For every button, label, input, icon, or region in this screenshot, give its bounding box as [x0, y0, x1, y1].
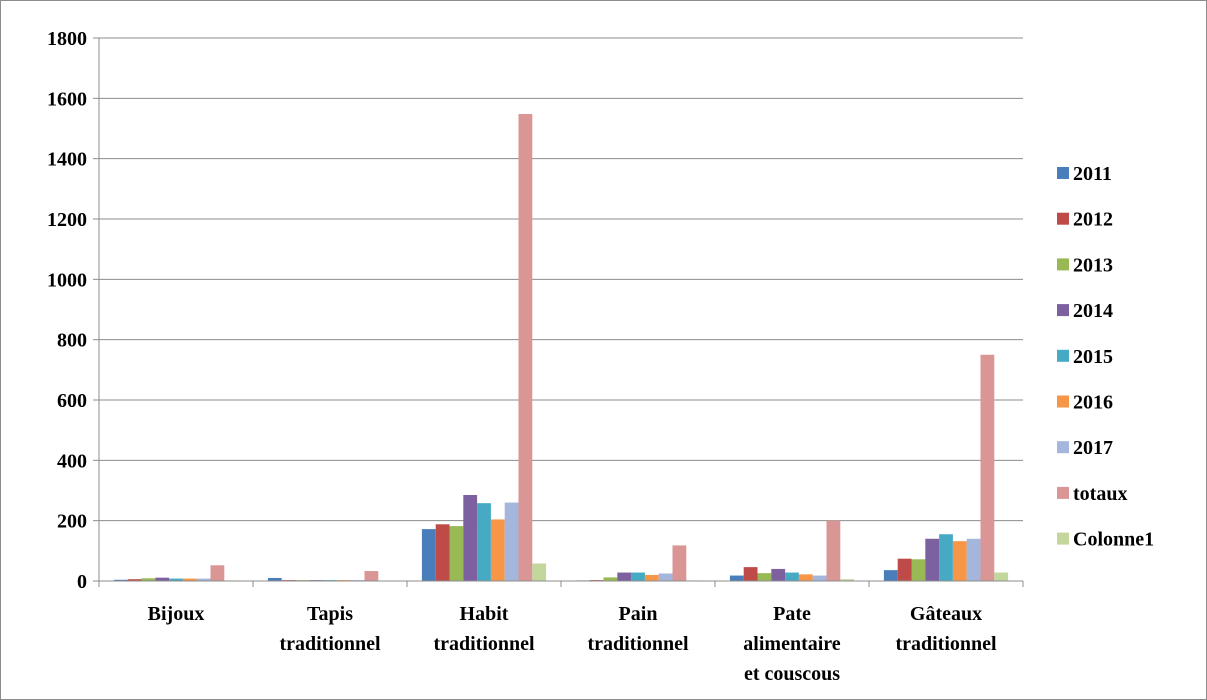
legend: 2011 2012 2013 2014 2015 2016 2017 totaux Colonn… [1057, 163, 1154, 551]
bar-totaux-2 [518, 114, 533, 582]
legend-label-colonne1: Colonne1 [1073, 529, 1154, 551]
bar-2014-0 [155, 577, 170, 581]
y-tick-label: 1800 [47, 28, 87, 50]
y-tick-label: 200 [57, 511, 87, 533]
legend-swatch-totaux [1057, 486, 1069, 499]
y-tick-label: 1200 [47, 209, 87, 231]
legend-swatch-2016 [1057, 395, 1069, 408]
y-tick-label: 1600 [47, 88, 87, 110]
bar-2017-2 [504, 502, 519, 581]
bar-2015-0 [169, 578, 183, 581]
bar-totaux-4 [826, 520, 841, 581]
legend-label-2015: 2015 [1073, 346, 1113, 368]
bar-2014-2 [463, 495, 478, 581]
bar-2011-0 [113, 579, 128, 581]
bar-2017-0 [196, 578, 211, 581]
y-tick-label: 600 [57, 390, 87, 412]
bar-2013-5 [911, 559, 926, 581]
bar-2013-2 [449, 526, 464, 581]
x-category-label: Pain traditionnel [587, 603, 689, 655]
bars [113, 114, 1009, 582]
legend-swatch-colonne1 [1057, 532, 1069, 545]
x-category-label: Tapis traditionnel [279, 603, 381, 655]
legend-label-2014: 2014 [1073, 300, 1113, 322]
legend-swatch-2011 [1057, 167, 1069, 179]
y-tick-label: 400 [57, 450, 87, 472]
bar-2011-4 [729, 575, 744, 581]
bar-2012-0 [127, 579, 142, 581]
x-category-labels: Bijoux Tapis traditionnel Habit traditionnel… [148, 603, 997, 685]
bar-2013-3 [603, 577, 618, 581]
bar-2014-3 [617, 572, 632, 581]
bar-totaux-1 [364, 571, 379, 581]
x-category-label: Bijoux [148, 603, 205, 625]
legend-swatch-2014 [1057, 304, 1069, 317]
y-tick-label: 1400 [47, 149, 87, 171]
bar-2017-5 [966, 538, 981, 581]
bar-colonne1-2 [532, 563, 547, 581]
bar-2017-3 [658, 573, 673, 581]
bar-2013-4 [757, 573, 772, 581]
y-tick-labels: 0 200 400 600 800 1000 1200 1400 1600 1800 [47, 28, 87, 593]
bar-2012-4 [743, 567, 758, 581]
bar-2014-5 [925, 538, 940, 581]
bar-2014-4 [771, 568, 786, 581]
axes [93, 37, 1024, 587]
bar-2015-2 [477, 503, 491, 581]
bar-2016-0 [182, 578, 197, 581]
bar-2015-5 [939, 534, 953, 581]
x-category-label: Habit traditionnel [433, 603, 535, 655]
x-category-label: Pate alimentaire et couscous [743, 603, 841, 685]
bar-2016-5 [952, 541, 967, 581]
bar-2012-5 [897, 558, 912, 581]
bar-2017-4 [812, 575, 827, 581]
y-tick-label: 0 [77, 571, 87, 593]
bar-colonne1-5 [994, 572, 1009, 581]
bar-2016-4 [798, 574, 813, 581]
bar-2012-2 [435, 524, 450, 581]
legend-label-2011: 2011 [1073, 163, 1112, 185]
bar-2015-3 [631, 572, 645, 581]
bar-totaux-3 [672, 545, 687, 581]
legend-swatch-2017 [1057, 441, 1069, 454]
bar-totaux-5 [980, 354, 995, 581]
bar-2016-2 [490, 519, 505, 581]
y-tick-label: 800 [57, 330, 87, 352]
bar-2016-3 [644, 574, 659, 581]
legend-swatch-2012 [1057, 212, 1069, 225]
legend-label-2016: 2016 [1073, 392, 1113, 414]
bar-totaux-0 [210, 565, 225, 581]
bar-2011-5 [883, 570, 898, 581]
bar-2013-0 [141, 578, 156, 581]
bar-2015-4 [785, 572, 799, 581]
y-tick-label: 1000 [47, 269, 87, 291]
legend-label-2013: 2013 [1073, 254, 1113, 276]
bar-colonne1-4 [840, 579, 855, 581]
legend-swatch-2015 [1057, 349, 1069, 362]
bar-2011-2 [421, 529, 436, 581]
legend-swatch-2013 [1057, 258, 1069, 271]
legend-label-totaux: totaux [1073, 483, 1127, 505]
legend-label-2017: 2017 [1073, 437, 1113, 459]
x-category-label: Gâteaux traditionnel [895, 603, 997, 655]
gridlines [99, 37, 1023, 522]
legend-label-2012: 2012 [1073, 209, 1113, 231]
bar-2011-1 [267, 577, 282, 581]
